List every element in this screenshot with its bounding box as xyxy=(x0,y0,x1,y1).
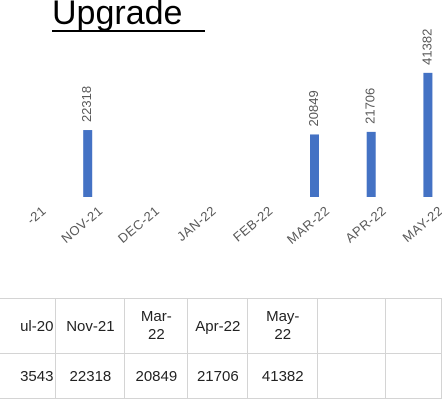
table-row: 3543 22318 20849 21706 41382 xyxy=(0,353,442,399)
x-tick-label: NOV-21 xyxy=(58,203,105,246)
cell-text: 20849 xyxy=(135,367,178,385)
table-cell: Mar-22 xyxy=(124,298,189,354)
table-cell: Apr-22 xyxy=(187,298,249,354)
chart-title: Upgrade xyxy=(52,0,182,32)
cell-text: Nov-21 xyxy=(66,317,115,335)
bar xyxy=(310,134,319,197)
data-table: ul-20 Nov-21 Mar-22 Apr-22 May-22 3543 22318 20… xyxy=(0,298,442,399)
table-cell: 20849 xyxy=(124,353,189,399)
x-tick-label: FEB-22 xyxy=(230,203,276,245)
x-tick-label: -21 xyxy=(24,203,49,228)
x-tick-label: MAR-22 xyxy=(284,203,332,247)
value-label: 22318 xyxy=(79,86,94,122)
cell-text: 22318 xyxy=(69,367,112,385)
table-cell: 21706 xyxy=(187,353,249,399)
table-cell: 22318 xyxy=(55,353,126,399)
table-cell xyxy=(317,353,387,399)
bar xyxy=(83,130,93,197)
x-tick-label: MAY-22 xyxy=(400,203,442,245)
chart: Upgrade -21 NOV-21 22318 DEC-21 JAN-22 FEB-22… xyxy=(24,0,442,247)
table-cell xyxy=(385,353,442,399)
table-cell: ul-20 xyxy=(0,298,57,354)
value-label: 20849 xyxy=(306,90,321,126)
cell-text: Mar-22 xyxy=(140,308,172,343)
table-cell: 3543 xyxy=(0,353,57,399)
table-cell xyxy=(317,298,387,354)
cell-text: 3543 xyxy=(20,367,54,385)
bar xyxy=(366,131,376,197)
table-row: ul-20 Nov-21 Mar-22 Apr-22 May-22 xyxy=(0,298,442,354)
value-label: 21706 xyxy=(363,88,378,124)
x-tick-label: JAN-22 xyxy=(174,203,219,244)
table-body: ul-20 Nov-21 Mar-22 Apr-22 May-22 3543 22318 20… xyxy=(0,298,442,399)
value-label: 41382 xyxy=(419,29,434,65)
cell-text: Apr-22 xyxy=(195,317,241,335)
cell-text: ul-20 xyxy=(20,317,54,335)
table-cell: May-22 xyxy=(247,298,319,354)
x-tick-label: APR-22 xyxy=(342,203,389,246)
bar xyxy=(423,72,433,197)
cell-text: May-22 xyxy=(266,308,300,343)
x-tick-label: DEC-21 xyxy=(115,203,162,246)
table-cell xyxy=(385,298,442,354)
cell-text: 41382 xyxy=(261,367,304,385)
cell-text: 21706 xyxy=(196,367,239,385)
table-cell: 41382 xyxy=(247,353,319,399)
table-cell: Nov-21 xyxy=(55,298,126,354)
